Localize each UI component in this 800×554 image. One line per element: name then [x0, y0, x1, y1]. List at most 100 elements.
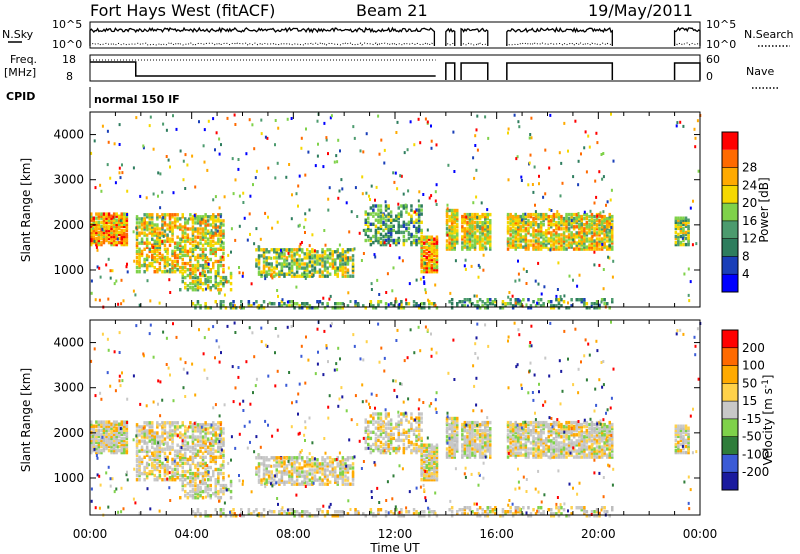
power-cell: [100, 242, 103, 247]
power-cell: [321, 256, 324, 260]
power-cell: [288, 262, 291, 266]
velocity-cell: [430, 473, 434, 478]
power-cell: [463, 214, 467, 219]
velocity-cell: [453, 433, 456, 437]
power-noise-cell: [692, 199, 694, 203]
power-cell: [199, 235, 202, 239]
power-cell: [417, 210, 421, 214]
velocity-cell: [303, 464, 306, 468]
velocity-cell: [97, 424, 101, 428]
power-cell: [468, 298, 472, 302]
power-noise-cell: [162, 216, 165, 220]
velocity-cell: [217, 447, 220, 451]
velocity-cell: [194, 478, 197, 482]
velocity-cell: [217, 427, 220, 431]
power-cell: [260, 274, 263, 278]
velocity-cell: [163, 431, 167, 435]
power-cell: [222, 241, 225, 245]
power-cell: [425, 255, 428, 260]
power-cell: [684, 220, 688, 224]
velocity-cell: [283, 462, 286, 466]
power-noise-cell: [260, 132, 263, 136]
frequency-panel: Freq. [MHz] 18 8 60 0 Nave: [4, 53, 780, 89]
power-cell: [595, 247, 599, 251]
power-noise-cell: [202, 232, 205, 236]
power-cell: [222, 251, 225, 256]
velocity-cell: [191, 461, 195, 466]
power-cell: [570, 241, 573, 245]
power-cell: [290, 270, 294, 274]
power-cell: [435, 245, 439, 249]
velocity-cell: [112, 444, 116, 449]
velocity-cell: [212, 423, 215, 427]
power-cell: [184, 221, 187, 225]
power-cell: [484, 241, 487, 245]
power-cell: [194, 279, 197, 284]
power-cell: [90, 230, 93, 235]
velocity-cell: [194, 483, 197, 488]
velocity-cell: [339, 462, 342, 466]
power-cell: [189, 247, 192, 251]
velocity-cell: [295, 472, 299, 476]
power-noise-cell: [210, 215, 213, 219]
power-cell: [176, 261, 179, 266]
power-cell: [423, 249, 426, 254]
power-cell: [511, 223, 515, 227]
power-cell: [143, 270, 146, 274]
velocity-cell: [199, 425, 202, 429]
power-noise-cell: [687, 267, 690, 271]
power-cell: [506, 227, 510, 231]
power-cell: [537, 239, 540, 243]
power-cell: [217, 233, 220, 237]
power-noise-cell: [299, 242, 302, 246]
power-cell: [580, 247, 583, 251]
power-cell: [519, 214, 522, 219]
power-cell: [509, 298, 512, 302]
power-cell: [262, 270, 266, 274]
velocity-cell: [275, 460, 278, 464]
power-cell: [110, 242, 113, 247]
power-cell: [229, 302, 233, 306]
power-cell: [684, 236, 688, 241]
power-cell: [278, 252, 281, 256]
power-noise-cell: [99, 275, 102, 279]
power-cell: [331, 306, 334, 310]
power-noise-cell: [287, 251, 290, 255]
velocity-cell: [405, 418, 408, 422]
power-cell: [323, 260, 327, 264]
power-cell: [412, 240, 416, 245]
power-noise-cell: [610, 188, 613, 192]
power-cell: [471, 227, 474, 231]
velocity-cell: [334, 466, 337, 470]
power-noise-cell: [538, 182, 540, 186]
power-cell: [415, 226, 418, 231]
power-noise-cell: [219, 215, 222, 219]
power-cell: [163, 217, 167, 221]
velocity-cell: [400, 412, 403, 416]
power-cell: [555, 221, 558, 225]
power-cell: [201, 229, 205, 233]
velocity-cell: [410, 426, 413, 430]
velocity-cell: [110, 422, 113, 426]
velocity-cell: [173, 427, 177, 431]
power-cell: [313, 260, 317, 264]
power-cell: [186, 227, 190, 231]
velocity-cell: [156, 465, 159, 470]
velocity-cell: [95, 436, 98, 441]
velocity-cell: [423, 443, 426, 447]
velocity-cell: [97, 432, 101, 436]
velocity-cell: [209, 425, 212, 429]
power-cell: [212, 284, 215, 288]
velocity-cell: [92, 430, 95, 434]
power-cell: [428, 249, 431, 254]
power-noise-cell: [199, 272, 202, 276]
power-cell: [326, 260, 329, 264]
power-cell: [112, 220, 116, 224]
power-cell: [550, 223, 553, 227]
velocity-cell: [308, 478, 312, 482]
power-cell: [323, 262, 327, 266]
velocity-cell: [308, 468, 312, 472]
velocity-cell: [283, 470, 286, 474]
power-noise-cell: [695, 242, 698, 246]
power-noise-cell: [126, 262, 128, 266]
